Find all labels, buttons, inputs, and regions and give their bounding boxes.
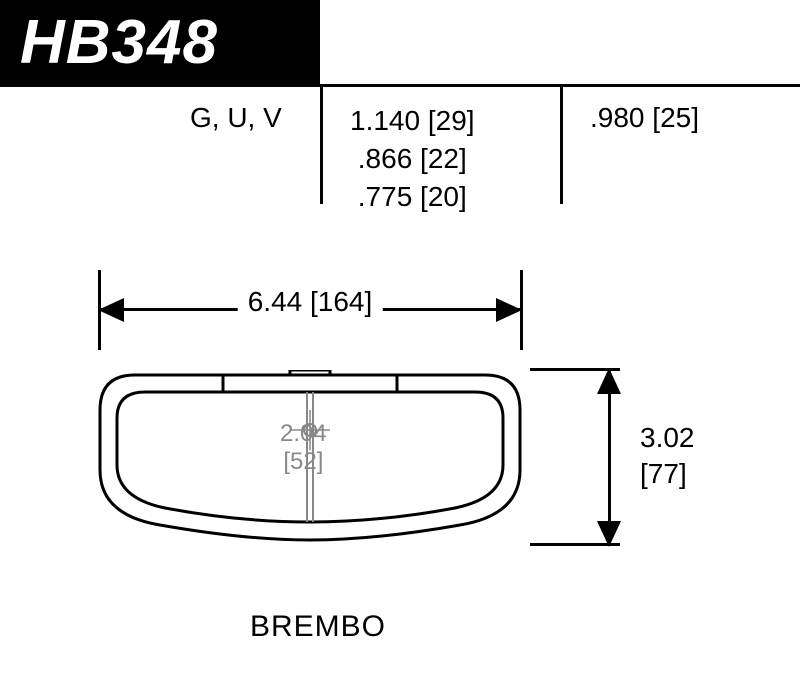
compound-codes: G, U, V: [190, 102, 282, 134]
thickness-row: .775 [20]: [350, 178, 475, 216]
center-dimension-label: 2.04 [52]: [280, 420, 327, 475]
part-number: HB348: [20, 7, 218, 78]
width-dimension: 6.44 [164]: [100, 280, 520, 340]
column-divider-2: [560, 84, 563, 204]
arrow-up-icon: [597, 368, 621, 394]
height-label: 3.02 [77]: [640, 420, 695, 493]
title-bar: HB348: [0, 0, 320, 84]
height-dimension: 3.02 [77]: [580, 370, 730, 545]
thickness-column-1: 1.140 [29] .866 [22] .775 [20]: [350, 102, 475, 215]
thickness-column-2: .980 [25]: [590, 102, 699, 134]
thickness-row: .866 [22]: [350, 140, 475, 178]
thickness-row: 1.140 [29]: [350, 102, 475, 140]
arrow-down-icon: [597, 521, 621, 547]
header-divider: [0, 84, 800, 87]
arrow-left-icon: [98, 298, 124, 322]
height-line: [608, 370, 611, 545]
thickness-row: .980 [25]: [590, 102, 699, 134]
caliper-label: BREMBO: [250, 610, 386, 644]
column-divider-1: [320, 84, 323, 204]
arrow-right-icon: [496, 298, 522, 322]
width-label: 6.44 [164]: [238, 286, 383, 318]
